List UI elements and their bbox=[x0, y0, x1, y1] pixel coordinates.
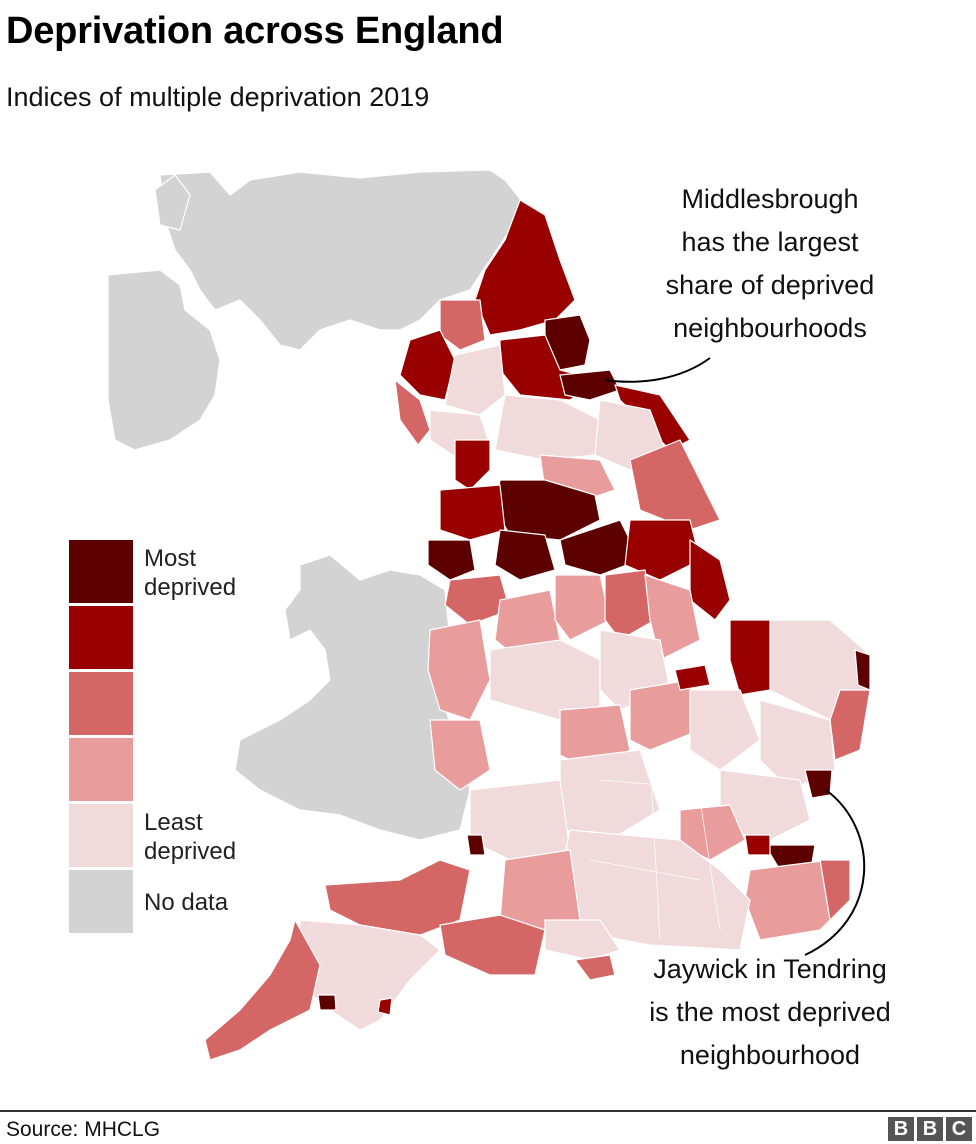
region-somerset bbox=[324, 859, 471, 936]
chart-title: Deprivation across England bbox=[6, 10, 504, 52]
bbc-logo-letter: C bbox=[946, 1117, 972, 1141]
region-medway bbox=[744, 834, 771, 856]
region-lincolnshire-coast bbox=[689, 539, 731, 621]
region-kings-lynn bbox=[729, 619, 776, 696]
region-lancashire bbox=[439, 484, 506, 541]
region-carlisle bbox=[439, 299, 486, 351]
region-lincolnshire bbox=[644, 574, 701, 661]
region-dorset bbox=[439, 914, 546, 976]
region-herefordshire bbox=[429, 719, 491, 791]
region-isle-of-wight bbox=[574, 954, 616, 981]
footer-divider bbox=[0, 1110, 976, 1112]
legend-label-no-data: No data bbox=[144, 889, 229, 916]
region-middlesbrough bbox=[559, 369, 621, 401]
region-eden bbox=[444, 344, 506, 416]
region-northern-ireland bbox=[107, 269, 221, 451]
region-kent-coast bbox=[819, 859, 851, 921]
england-deprivation-map bbox=[107, 169, 871, 1061]
region-greater-manchester bbox=[494, 529, 556, 581]
legend-swatch-band-4 bbox=[69, 738, 133, 801]
region-east-riding bbox=[629, 439, 721, 531]
region-peterborough bbox=[674, 664, 711, 691]
region-wales bbox=[234, 554, 471, 841]
region-torbay bbox=[377, 997, 393, 1016]
region-cambridgeshire bbox=[689, 689, 761, 771]
legend-swatch-most-deprived bbox=[69, 540, 133, 603]
region-devon bbox=[299, 919, 441, 1031]
bbc-logo-letter: B bbox=[917, 1117, 943, 1141]
legend-swatch-no-data bbox=[69, 870, 133, 933]
region-merseyside bbox=[427, 539, 476, 581]
region-ne-lincs bbox=[624, 519, 701, 581]
bbc-logo: B B C bbox=[888, 1117, 972, 1141]
jaywick-leader-line bbox=[804, 789, 866, 956]
region-copeland bbox=[394, 379, 431, 446]
region-bristol bbox=[466, 834, 486, 856]
legend-swatch-band-2 bbox=[69, 606, 133, 669]
source-label: Source: MHCLG bbox=[6, 1118, 161, 1141]
region-scotland-islands bbox=[154, 174, 191, 231]
annotation-jaywick: Jaywick in Tendring is the most deprived… bbox=[649, 954, 891, 1070]
region-hampshire bbox=[544, 919, 621, 961]
annotation-middlesbrough: Middlesbrough has the largest share of d… bbox=[665, 184, 875, 343]
region-plymouth bbox=[317, 994, 337, 1011]
region-oxfordshire bbox=[559, 749, 661, 841]
region-richmondshire bbox=[494, 394, 601, 461]
legend-label-least-deprived: Least deprived bbox=[144, 809, 237, 865]
region-northumberland bbox=[474, 199, 576, 336]
region-nottinghamshire bbox=[604, 569, 656, 641]
region-derbyshire bbox=[554, 574, 611, 641]
region-london bbox=[679, 804, 746, 861]
region-south-yorkshire bbox=[559, 519, 641, 576]
legend-label-most-deprived: Most deprived bbox=[144, 545, 237, 601]
region-gloucestershire bbox=[469, 779, 571, 861]
region-waveney bbox=[829, 689, 871, 761]
bbc-logo-letter: B bbox=[888, 1117, 914, 1141]
legend-swatch-least-deprived bbox=[69, 804, 133, 867]
middlesbrough-leader-line bbox=[604, 357, 711, 383]
region-scotland bbox=[159, 169, 526, 351]
region-lancashire-coast bbox=[454, 439, 491, 491]
region-cheshire bbox=[444, 574, 511, 626]
chart-subtitle: Indices of multiple deprivation 2019 bbox=[6, 82, 430, 112]
region-tendring bbox=[804, 769, 833, 799]
region-cornwall bbox=[204, 919, 321, 1061]
legend-swatch-band-3 bbox=[69, 672, 133, 735]
region-allerdale bbox=[399, 329, 456, 401]
